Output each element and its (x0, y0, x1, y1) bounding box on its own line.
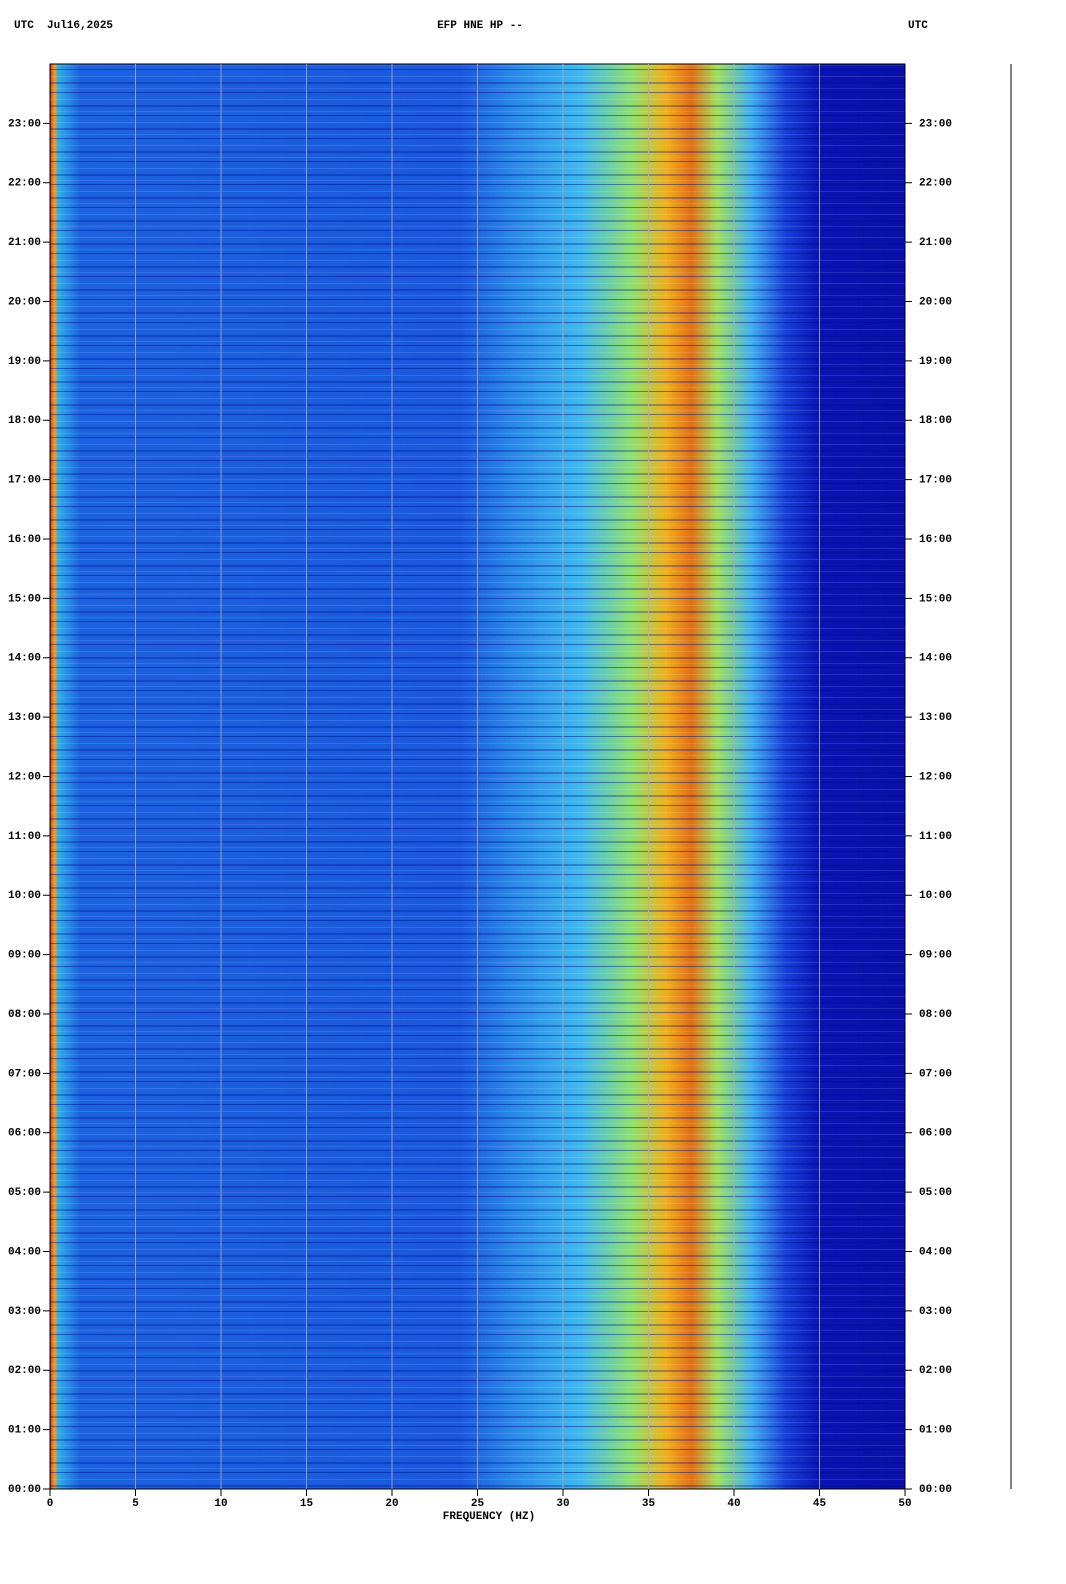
y-tick-label-right: 04:00 (919, 1246, 952, 1258)
y-tick-label-right: 02:00 (919, 1365, 952, 1377)
y-tick-label-right: 10:00 (919, 890, 952, 902)
y-tick-label-right: 12:00 (919, 771, 952, 783)
y-tick-label: 23:00 (8, 118, 41, 130)
right-label: UTC (908, 20, 928, 32)
y-tick-label: 18:00 (8, 415, 41, 427)
y-tick-label: 20:00 (8, 296, 41, 308)
y-tick-label: 10:00 (8, 890, 41, 902)
x-tick-label: 50 (898, 1498, 911, 1510)
y-tick-label-right: 16:00 (919, 534, 952, 546)
y-tick-label-right: 20:00 (919, 296, 952, 308)
y-tick-label-right: 22:00 (919, 178, 952, 190)
y-tick-label-right: 23:00 (919, 118, 952, 130)
y-tick-label: 05:00 (8, 1187, 41, 1199)
y-tick-label: 19:00 (8, 356, 41, 368)
y-tick-label: 12:00 (8, 771, 41, 783)
y-tick-label: 09:00 (8, 950, 41, 962)
y-tick-label-right: 05:00 (919, 1187, 952, 1199)
y-tick-label-right: 09:00 (919, 950, 952, 962)
y-tick-label: 14:00 (8, 653, 41, 665)
y-tick-label-right: 07:00 (919, 1068, 952, 1080)
y-tick-label: 16:00 (8, 534, 41, 546)
y-tick-label: 01:00 (8, 1425, 41, 1437)
y-tick-label-right: 14:00 (919, 653, 952, 665)
y-tick-label: 02:00 (8, 1365, 41, 1377)
x-axis-label: FREQUENCY (HZ) (443, 1511, 535, 1523)
y-tick-label: 13:00 (8, 712, 41, 724)
x-tick-label: 5 (132, 1498, 139, 1510)
x-tick-label: 20 (385, 1498, 398, 1510)
x-tick-label: 30 (556, 1498, 569, 1510)
y-tick-label: 08:00 (8, 1009, 41, 1021)
y-tick-label: 15:00 (8, 593, 41, 605)
y-tick-label-right: 17:00 (919, 475, 952, 487)
y-tick-label-right: 21:00 (919, 237, 952, 249)
x-tick-label: 40 (727, 1498, 740, 1510)
y-tick-label: 11:00 (8, 831, 41, 843)
x-tick-label: 35 (642, 1498, 656, 1510)
y-tick-label-right: 13:00 (919, 712, 952, 724)
y-tick-label: 00:00 (8, 1484, 41, 1496)
y-tick-label: 07:00 (8, 1068, 41, 1080)
y-tick-label: 21:00 (8, 237, 41, 249)
x-tick-label: 15 (300, 1498, 314, 1510)
y-tick-label-right: 18:00 (919, 415, 952, 427)
y-tick-label-right: 15:00 (919, 593, 952, 605)
y-tick-label: 06:00 (8, 1128, 41, 1140)
x-tick-label: 25 (471, 1498, 485, 1510)
x-tick-label: 0 (47, 1498, 54, 1510)
date-label: UTC Jul16,2025 (14, 20, 113, 32)
y-tick-label-right: 11:00 (919, 831, 952, 843)
y-tick-label: 03:00 (8, 1306, 41, 1318)
y-tick-label-right: 06:00 (919, 1128, 952, 1140)
y-tick-label: 22:00 (8, 178, 41, 190)
y-tick-label: 17:00 (8, 475, 41, 487)
y-tick-label-right: 19:00 (919, 356, 952, 368)
y-tick-label: 04:00 (8, 1246, 41, 1258)
y-tick-label-right: 03:00 (919, 1306, 952, 1318)
x-tick-label: 45 (813, 1498, 827, 1510)
y-tick-label-right: 00:00 (919, 1484, 952, 1496)
x-tick-label: 10 (214, 1498, 227, 1510)
y-tick-label-right: 08:00 (919, 1009, 952, 1021)
y-tick-label-right: 01:00 (919, 1425, 952, 1437)
chart-title: EFP HNE HP -- (437, 20, 523, 32)
